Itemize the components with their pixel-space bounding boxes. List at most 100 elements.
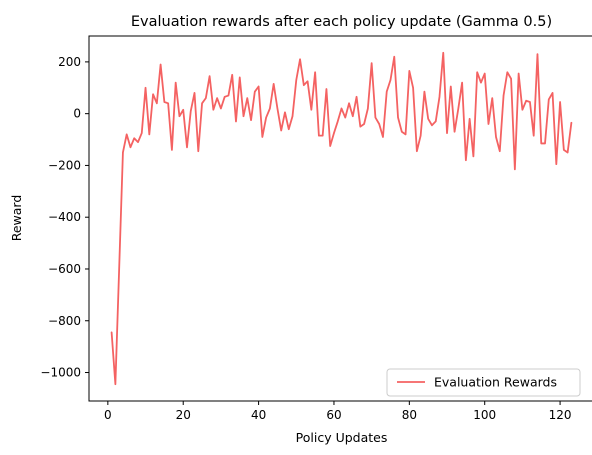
- x-tick-label: 20: [176, 408, 191, 422]
- data-point: [265, 116, 267, 119]
- data-point: [306, 80, 309, 82]
- y-tick-label: 200: [58, 55, 81, 69]
- x-axis-ticks: 0 20 40 60 80 100 120: [104, 401, 572, 422]
- data-point: [314, 71, 316, 73]
- data-point: [167, 102, 169, 104]
- data-point: [499, 150, 501, 152]
- data-point: [502, 94, 505, 97]
- data-point: [469, 118, 471, 120]
- data-point: [175, 82, 177, 84]
- data-point: [412, 87, 414, 89]
- x-tick-label: 80: [402, 408, 417, 422]
- x-tick-label: 0: [104, 408, 112, 422]
- data-point: [427, 118, 429, 120]
- data-point: [299, 58, 301, 60]
- data-point: [227, 94, 230, 97]
- data-point: [242, 115, 245, 117]
- y-axis-label: Reward: [9, 195, 24, 242]
- data-point: [408, 70, 410, 72]
- data-point: [514, 168, 516, 170]
- y-tick-label: 0: [73, 107, 81, 121]
- data-point: [182, 109, 184, 111]
- x-tick-label: 60: [326, 408, 341, 422]
- data-point: [220, 107, 222, 110]
- data-point: [114, 383, 116, 385]
- data-point: [310, 109, 312, 111]
- data-point: [480, 82, 482, 84]
- data-point: [254, 91, 256, 93]
- data-point: [540, 142, 542, 145]
- data-point: [363, 123, 365, 125]
- data-point: [190, 110, 192, 112]
- data-point: [423, 91, 426, 93]
- data-point: [295, 79, 297, 81]
- data-point: [484, 72, 486, 75]
- y-axis-ticks: −1000 −800 −600 −400 −200 0 200: [40, 55, 89, 380]
- data-point: [382, 136, 384, 138]
- data-point: [397, 116, 399, 119]
- data-point: [563, 149, 565, 151]
- data-point: [276, 107, 279, 110]
- data-point: [178, 115, 181, 117]
- data-point: [544, 142, 546, 145]
- data-point: [529, 101, 531, 103]
- data-point: [555, 163, 557, 165]
- y-tick-label: −200: [48, 158, 81, 172]
- data-point: [148, 133, 150, 135]
- data-point: [337, 120, 339, 123]
- data-point: [156, 102, 158, 104]
- data-point: [193, 92, 196, 94]
- data-point: [453, 131, 456, 133]
- data-point: [280, 129, 282, 132]
- data-point: [355, 96, 358, 98]
- data-point: [495, 136, 497, 138]
- legend-box: [386, 368, 581, 397]
- data-point: [404, 133, 407, 135]
- data-point: [438, 96, 441, 98]
- data-point: [344, 116, 346, 119]
- data-point: [160, 63, 162, 66]
- data-point: [506, 71, 508, 73]
- data-point: [126, 133, 128, 135]
- data-point: [235, 120, 237, 123]
- data-point: [551, 92, 554, 94]
- data-point: [487, 123, 490, 125]
- data-point: [352, 115, 354, 117]
- data-point: [461, 82, 463, 84]
- data-point: [472, 155, 474, 157]
- data-point: [118, 268, 120, 270]
- data-point: [186, 146, 188, 148]
- data-point: [378, 123, 380, 125]
- data-point: [567, 151, 569, 154]
- data-point: [359, 126, 361, 128]
- data-point: [284, 111, 286, 113]
- data-point: [129, 146, 132, 148]
- y-tick-label: −800: [48, 314, 81, 328]
- data-point: [246, 97, 248, 99]
- data-point: [367, 107, 369, 110]
- data-point: [340, 107, 343, 110]
- data-point: [209, 75, 211, 77]
- data-point: [261, 136, 263, 138]
- y-tick-label: −400: [48, 210, 81, 224]
- data-point: [518, 72, 520, 75]
- x-axis-label: Policy Updates: [296, 430, 388, 445]
- y-tick-label: −1000: [40, 366, 81, 380]
- data-point: [224, 96, 226, 98]
- data-point: [465, 159, 467, 161]
- data-point: [446, 132, 448, 134]
- data-point: [318, 135, 320, 137]
- data-point: [152, 93, 154, 95]
- data-point: [269, 107, 271, 110]
- data-point: [536, 53, 539, 55]
- series-line-evaluation-rewards: [110, 51, 573, 386]
- data-point: [401, 131, 403, 133]
- data-point: [393, 56, 395, 58]
- data-point: [257, 85, 260, 88]
- data-point: [533, 135, 535, 137]
- data-point: [216, 97, 218, 99]
- x-tick-label: 120: [549, 408, 572, 422]
- data-point: [329, 145, 331, 147]
- data-point: [386, 91, 388, 93]
- data-point: [374, 116, 377, 119]
